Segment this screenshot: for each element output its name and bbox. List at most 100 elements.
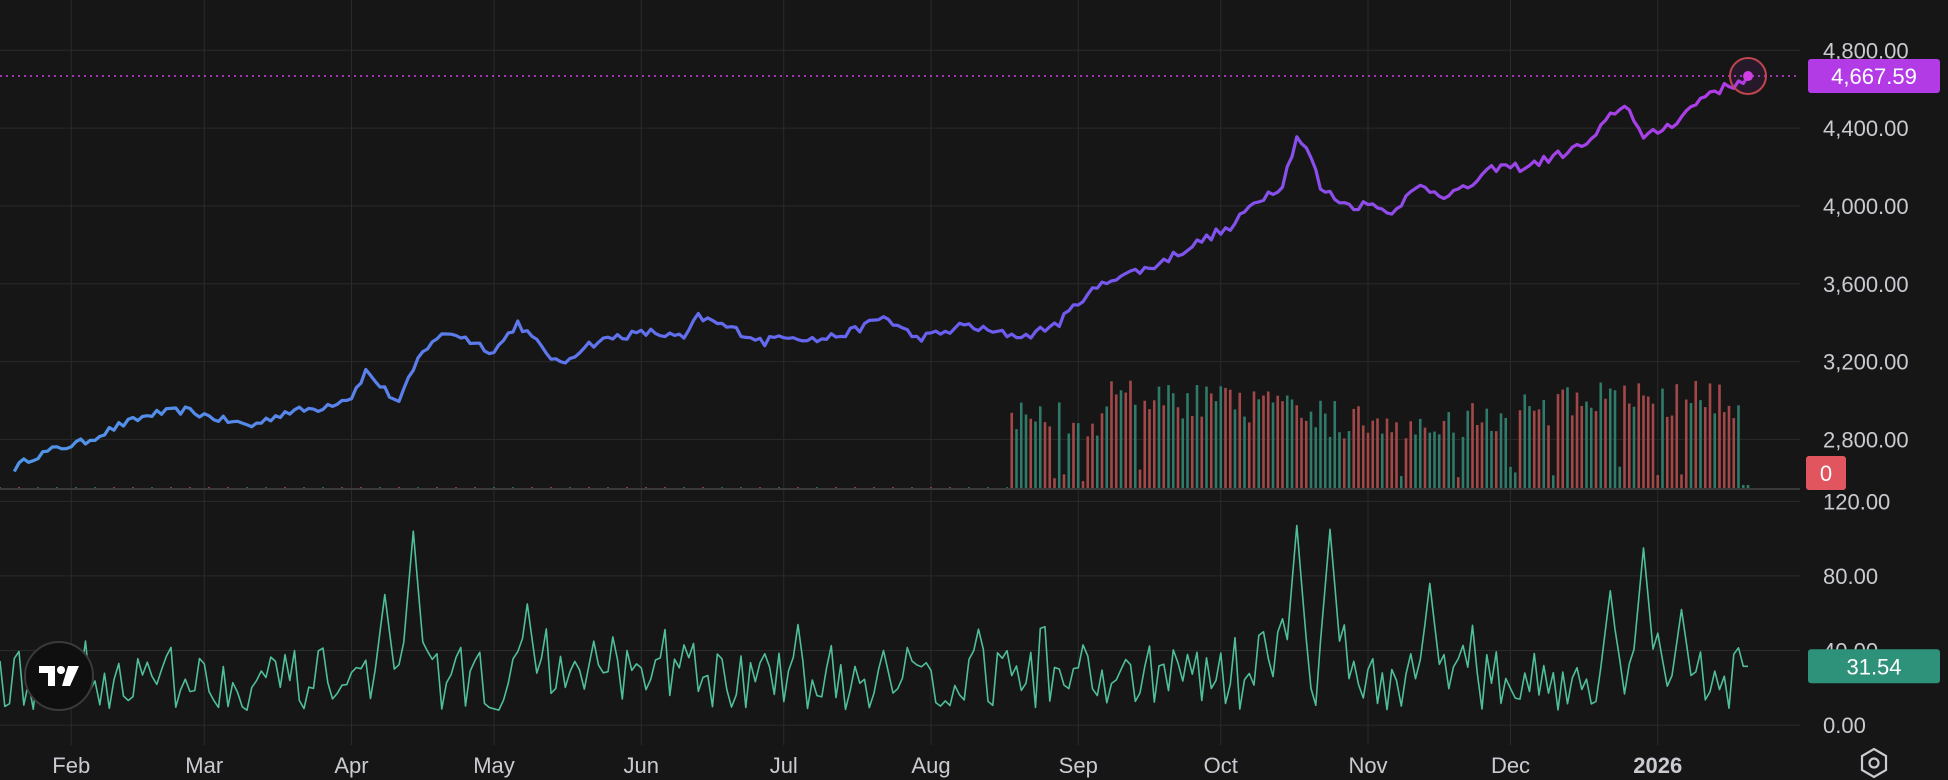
volume-bar bbox=[1689, 403, 1693, 489]
volume-bar bbox=[1257, 399, 1261, 489]
volume-bar bbox=[1247, 422, 1251, 489]
volume-bar bbox=[1105, 406, 1109, 489]
oscillator-tick-label: 120.00 bbox=[1823, 489, 1890, 514]
volume-bar bbox=[1537, 409, 1541, 489]
volume-bar bbox=[1418, 418, 1422, 489]
volume-bar bbox=[1404, 438, 1408, 489]
price-tick-label: 2,800.00 bbox=[1823, 427, 1909, 452]
volume-bar bbox=[1437, 434, 1441, 489]
volume-bar bbox=[1314, 427, 1318, 489]
volume-bar bbox=[1110, 381, 1113, 489]
volume-bar bbox=[1214, 401, 1218, 489]
volume-badge-bg bbox=[1806, 456, 1846, 490]
volume-bar bbox=[1019, 402, 1023, 489]
volume-bar bbox=[1651, 403, 1655, 489]
settings-icon[interactable] bbox=[1860, 747, 1888, 779]
time-tick-label: Jun bbox=[624, 753, 659, 778]
volume-bar bbox=[1081, 481, 1085, 489]
volume-bar bbox=[1414, 434, 1417, 489]
volume-bar bbox=[1271, 402, 1275, 489]
volume-bar bbox=[1684, 399, 1688, 489]
volume-bar bbox=[1209, 393, 1213, 489]
volume-bar bbox=[1352, 408, 1356, 489]
volume-bar bbox=[1266, 391, 1270, 489]
volume-bar bbox=[1224, 387, 1227, 489]
oscillator-line bbox=[0, 524, 1748, 711]
tradingview-logo-icon[interactable] bbox=[24, 641, 94, 711]
volume-bar bbox=[1490, 430, 1493, 489]
volume-bar bbox=[1281, 401, 1284, 489]
volume-bar bbox=[1119, 390, 1123, 489]
volume-bar bbox=[1366, 432, 1370, 489]
volume-bar bbox=[1195, 385, 1199, 489]
volume-bar bbox=[1570, 415, 1574, 489]
volume-bar bbox=[1171, 393, 1175, 489]
volume-bar bbox=[1295, 405, 1299, 489]
volume-bar bbox=[1623, 385, 1626, 489]
volume-bar bbox=[1594, 411, 1598, 489]
volume-bar bbox=[1328, 436, 1332, 489]
volume-bar bbox=[1190, 415, 1194, 489]
volume-bar bbox=[1442, 420, 1446, 489]
oscillator-badge-label: 31.54 bbox=[1846, 654, 1901, 679]
volume-bar bbox=[1589, 407, 1593, 489]
volume-bar bbox=[1656, 475, 1660, 489]
volume-bar bbox=[1518, 410, 1522, 489]
time-tick-label: Oct bbox=[1204, 753, 1238, 778]
time-tick-label: Nov bbox=[1348, 753, 1387, 778]
time-tick-label: May bbox=[473, 753, 515, 778]
volume-bar bbox=[1114, 394, 1118, 489]
volume-bar bbox=[1504, 417, 1508, 489]
volume-bar bbox=[1347, 431, 1351, 489]
volume-bar bbox=[1423, 427, 1427, 489]
volume-bar bbox=[1528, 406, 1531, 489]
volume-bar bbox=[1471, 403, 1474, 489]
volume-badge-label: 0 bbox=[1820, 461, 1832, 486]
volume-bar bbox=[1665, 416, 1669, 489]
grid-lines bbox=[0, 0, 1800, 745]
volume-bar bbox=[1053, 478, 1056, 489]
volume-bar bbox=[1428, 432, 1432, 489]
volume-bar bbox=[1599, 382, 1603, 489]
volume-bar bbox=[1371, 420, 1375, 489]
volume-bar bbox=[1015, 429, 1018, 489]
volume-bar bbox=[1162, 405, 1166, 489]
volume-bar bbox=[1285, 395, 1289, 489]
volume-bar bbox=[1129, 380, 1132, 489]
volume-bar bbox=[1233, 409, 1237, 489]
volume-bar bbox=[1304, 420, 1308, 489]
volume-bar bbox=[1532, 410, 1536, 489]
volume-bar bbox=[1043, 422, 1047, 489]
volume-bar bbox=[1618, 466, 1622, 489]
last-price-badge-bg bbox=[1808, 59, 1940, 94]
volume-bar bbox=[1547, 425, 1550, 489]
volume-bar bbox=[1309, 411, 1313, 489]
time-axis: Feb Mar Apr May Jun Jul Aug Sep Oct Nov Dec 2026 bbox=[52, 753, 1682, 778]
last-price-point bbox=[1743, 71, 1753, 82]
volume-bar bbox=[1746, 485, 1750, 489]
volume-bar bbox=[1200, 416, 1204, 489]
oscillator-badge: 31.54 bbox=[1808, 649, 1940, 684]
volume-bar bbox=[1699, 400, 1702, 489]
volume-bar bbox=[1357, 406, 1360, 489]
volume-bar bbox=[1608, 388, 1612, 489]
volume-bar bbox=[1205, 386, 1208, 489]
volume-bar bbox=[1509, 466, 1512, 489]
volume-bar bbox=[1034, 421, 1037, 489]
volume-bar bbox=[1186, 393, 1189, 489]
volume-bar bbox=[1499, 413, 1503, 489]
volume-bar bbox=[1176, 407, 1180, 489]
volume-bar bbox=[1100, 413, 1104, 489]
volume-bar bbox=[1342, 438, 1346, 489]
volume-bar bbox=[1741, 485, 1745, 489]
volume-bar bbox=[1485, 408, 1489, 489]
time-tick-label: Feb bbox=[52, 753, 90, 778]
volume-bar bbox=[1319, 400, 1322, 489]
volume-bar bbox=[1333, 401, 1337, 489]
volume-bar bbox=[1703, 407, 1707, 489]
volume-bar bbox=[1447, 412, 1451, 489]
volume-bar bbox=[1637, 383, 1641, 489]
time-tick-label: Jul bbox=[770, 753, 798, 778]
